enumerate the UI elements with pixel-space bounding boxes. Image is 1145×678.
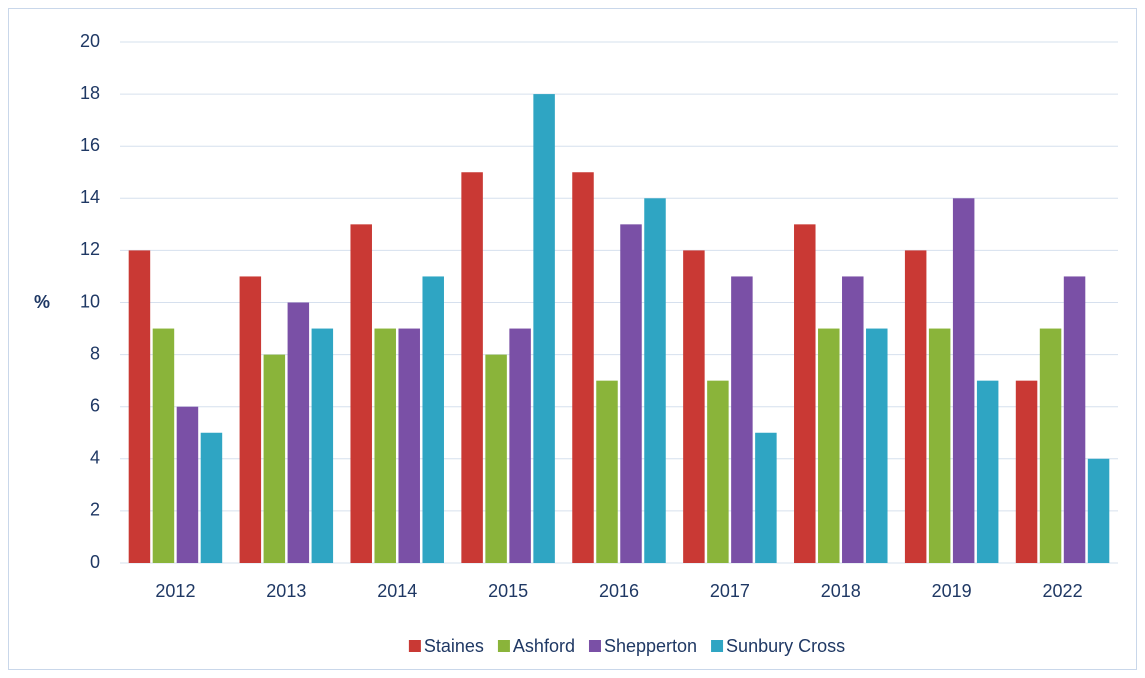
legend-label: Sunbury Cross <box>726 636 845 656</box>
bar <box>422 276 444 563</box>
x-tick-label: 2012 <box>155 581 195 601</box>
bar <box>350 224 372 563</box>
legend-label: Staines <box>424 636 484 656</box>
x-tick-label: 2016 <box>599 581 639 601</box>
bar <box>1015 380 1038 563</box>
y-tick-label: 10 <box>80 291 100 311</box>
y-axis-label: % <box>34 292 50 312</box>
bar <box>263 354 286 563</box>
bar <box>461 172 483 563</box>
legend-swatch <box>711 640 724 652</box>
bar <box>818 328 840 563</box>
legend-label: Shepperton <box>604 636 697 656</box>
y-tick-label: 4 <box>90 448 100 468</box>
y-tick-label: 12 <box>80 239 100 259</box>
legend-swatch <box>408 640 421 652</box>
bar <box>509 328 531 563</box>
bar <box>866 328 888 563</box>
bar <box>398 328 420 563</box>
bar <box>152 328 175 563</box>
y-tick-label: 8 <box>90 343 100 363</box>
bar <box>794 224 816 563</box>
bar <box>620 224 642 563</box>
bar <box>707 380 729 563</box>
bar <box>1063 276 1086 563</box>
y-tick-label: 14 <box>80 187 100 207</box>
x-tick-label: 2013 <box>266 581 306 601</box>
y-tick-label: 18 <box>80 83 100 103</box>
legend-swatch <box>497 640 510 652</box>
bar <box>596 380 618 563</box>
bar <box>731 276 753 563</box>
bar <box>128 250 151 563</box>
bar <box>374 328 396 563</box>
bar <box>904 250 927 563</box>
bar <box>572 172 594 563</box>
bar <box>1039 328 1062 563</box>
bar <box>200 432 223 563</box>
bar <box>176 406 199 563</box>
x-tick-label: 2015 <box>488 581 528 601</box>
bar <box>842 276 864 563</box>
bar <box>1087 458 1110 563</box>
legend-swatch <box>588 640 601 652</box>
bar <box>485 354 507 563</box>
y-tick-label: 6 <box>90 395 100 415</box>
bar <box>239 276 262 563</box>
x-tick-label: 2014 <box>377 581 417 601</box>
bar <box>755 432 777 563</box>
bar <box>533 94 555 563</box>
bar <box>311 328 334 563</box>
legend-label: Ashford <box>513 636 575 656</box>
x-tick-label: 2019 <box>932 581 972 601</box>
bar <box>287 302 310 563</box>
x-tick-label: 2022 <box>1043 581 1083 601</box>
y-tick-label: 20 <box>80 31 100 51</box>
bar <box>644 198 666 564</box>
bar <box>683 250 705 563</box>
y-tick-label: 16 <box>80 135 100 155</box>
y-tick-label: 2 <box>90 500 100 520</box>
x-tick-label: 2018 <box>821 581 861 601</box>
bar <box>952 198 975 564</box>
bar <box>976 380 999 563</box>
bar <box>928 328 951 563</box>
y-tick-label: 0 <box>90 552 100 572</box>
x-tick-label: 2017 <box>710 581 750 601</box>
